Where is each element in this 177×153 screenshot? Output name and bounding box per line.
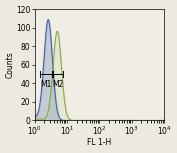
Text: M2: M2 — [52, 80, 64, 89]
Y-axis label: Counts: Counts — [5, 51, 15, 78]
X-axis label: FL 1-H: FL 1-H — [87, 138, 112, 147]
Text: M1: M1 — [41, 80, 52, 89]
